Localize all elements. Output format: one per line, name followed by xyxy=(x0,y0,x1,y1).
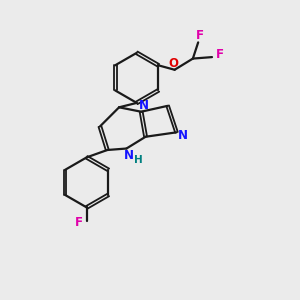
Text: F: F xyxy=(216,48,224,61)
Text: N: N xyxy=(178,129,188,142)
Text: F: F xyxy=(196,29,204,42)
Text: O: O xyxy=(168,57,178,70)
Text: H: H xyxy=(134,155,143,165)
Text: F: F xyxy=(74,216,83,229)
Text: N: N xyxy=(139,99,148,112)
Text: N: N xyxy=(124,148,134,161)
